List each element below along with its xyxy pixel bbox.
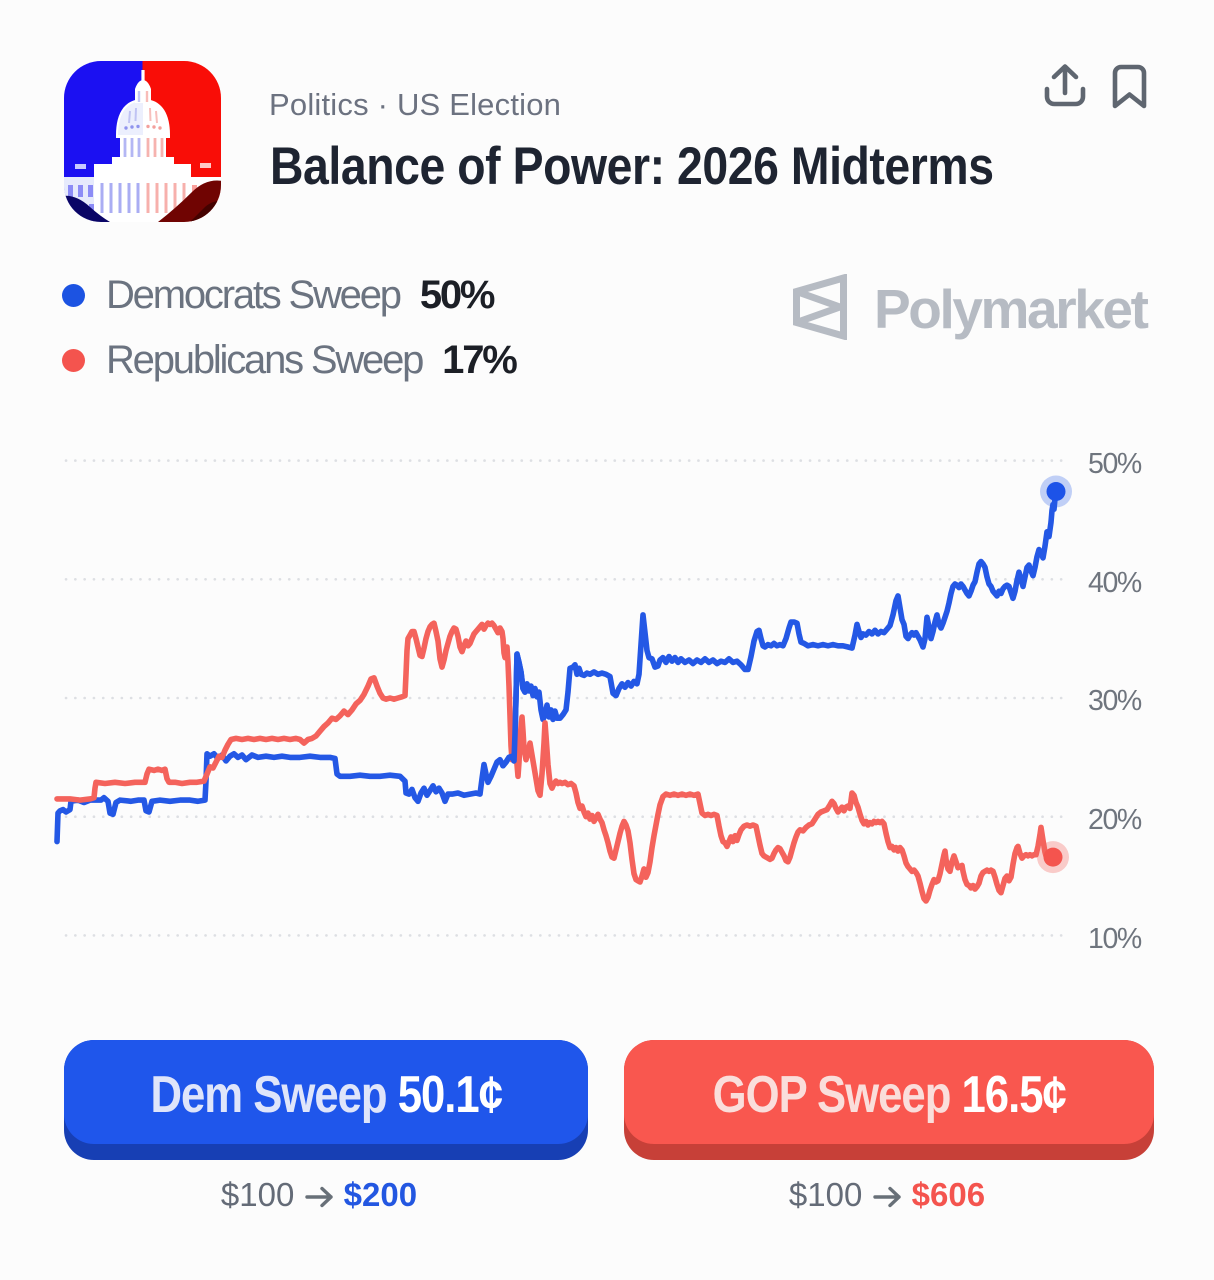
- svg-text:20%: 20%: [1088, 804, 1142, 836]
- svg-text:10%: 10%: [1088, 923, 1142, 955]
- svg-text:50%: 50%: [1088, 448, 1142, 480]
- svg-text:40%: 40%: [1088, 567, 1142, 599]
- svg-text:30%: 30%: [1088, 685, 1142, 717]
